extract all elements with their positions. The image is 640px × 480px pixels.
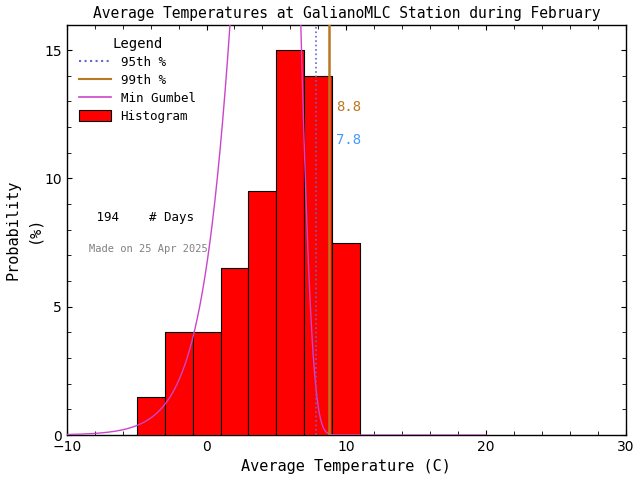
- Bar: [332, 242, 360, 435]
- Legend: 95th %, 99th %, Min Gumbel, Histogram: 95th %, 99th %, Min Gumbel, Histogram: [73, 31, 202, 129]
- Bar: [221, 268, 248, 435]
- Text: 8.8: 8.8: [337, 100, 362, 114]
- Text: 194    # Days: 194 # Days: [89, 211, 194, 224]
- Bar: [193, 332, 221, 435]
- Y-axis label: Probability
(%): Probability (%): [6, 180, 42, 280]
- Title: Average Temperatures at GalianoMLC Station during February: Average Temperatures at GalianoMLC Stati…: [93, 6, 600, 21]
- Bar: [137, 396, 164, 435]
- X-axis label: Average Temperature (C): Average Temperature (C): [241, 459, 451, 474]
- Bar: [164, 332, 193, 435]
- Text: Made on 25 Apr 2025: Made on 25 Apr 2025: [89, 244, 208, 254]
- Bar: [305, 76, 332, 435]
- Bar: [276, 50, 305, 435]
- Bar: [248, 191, 276, 435]
- Text: 7.8: 7.8: [337, 133, 362, 147]
